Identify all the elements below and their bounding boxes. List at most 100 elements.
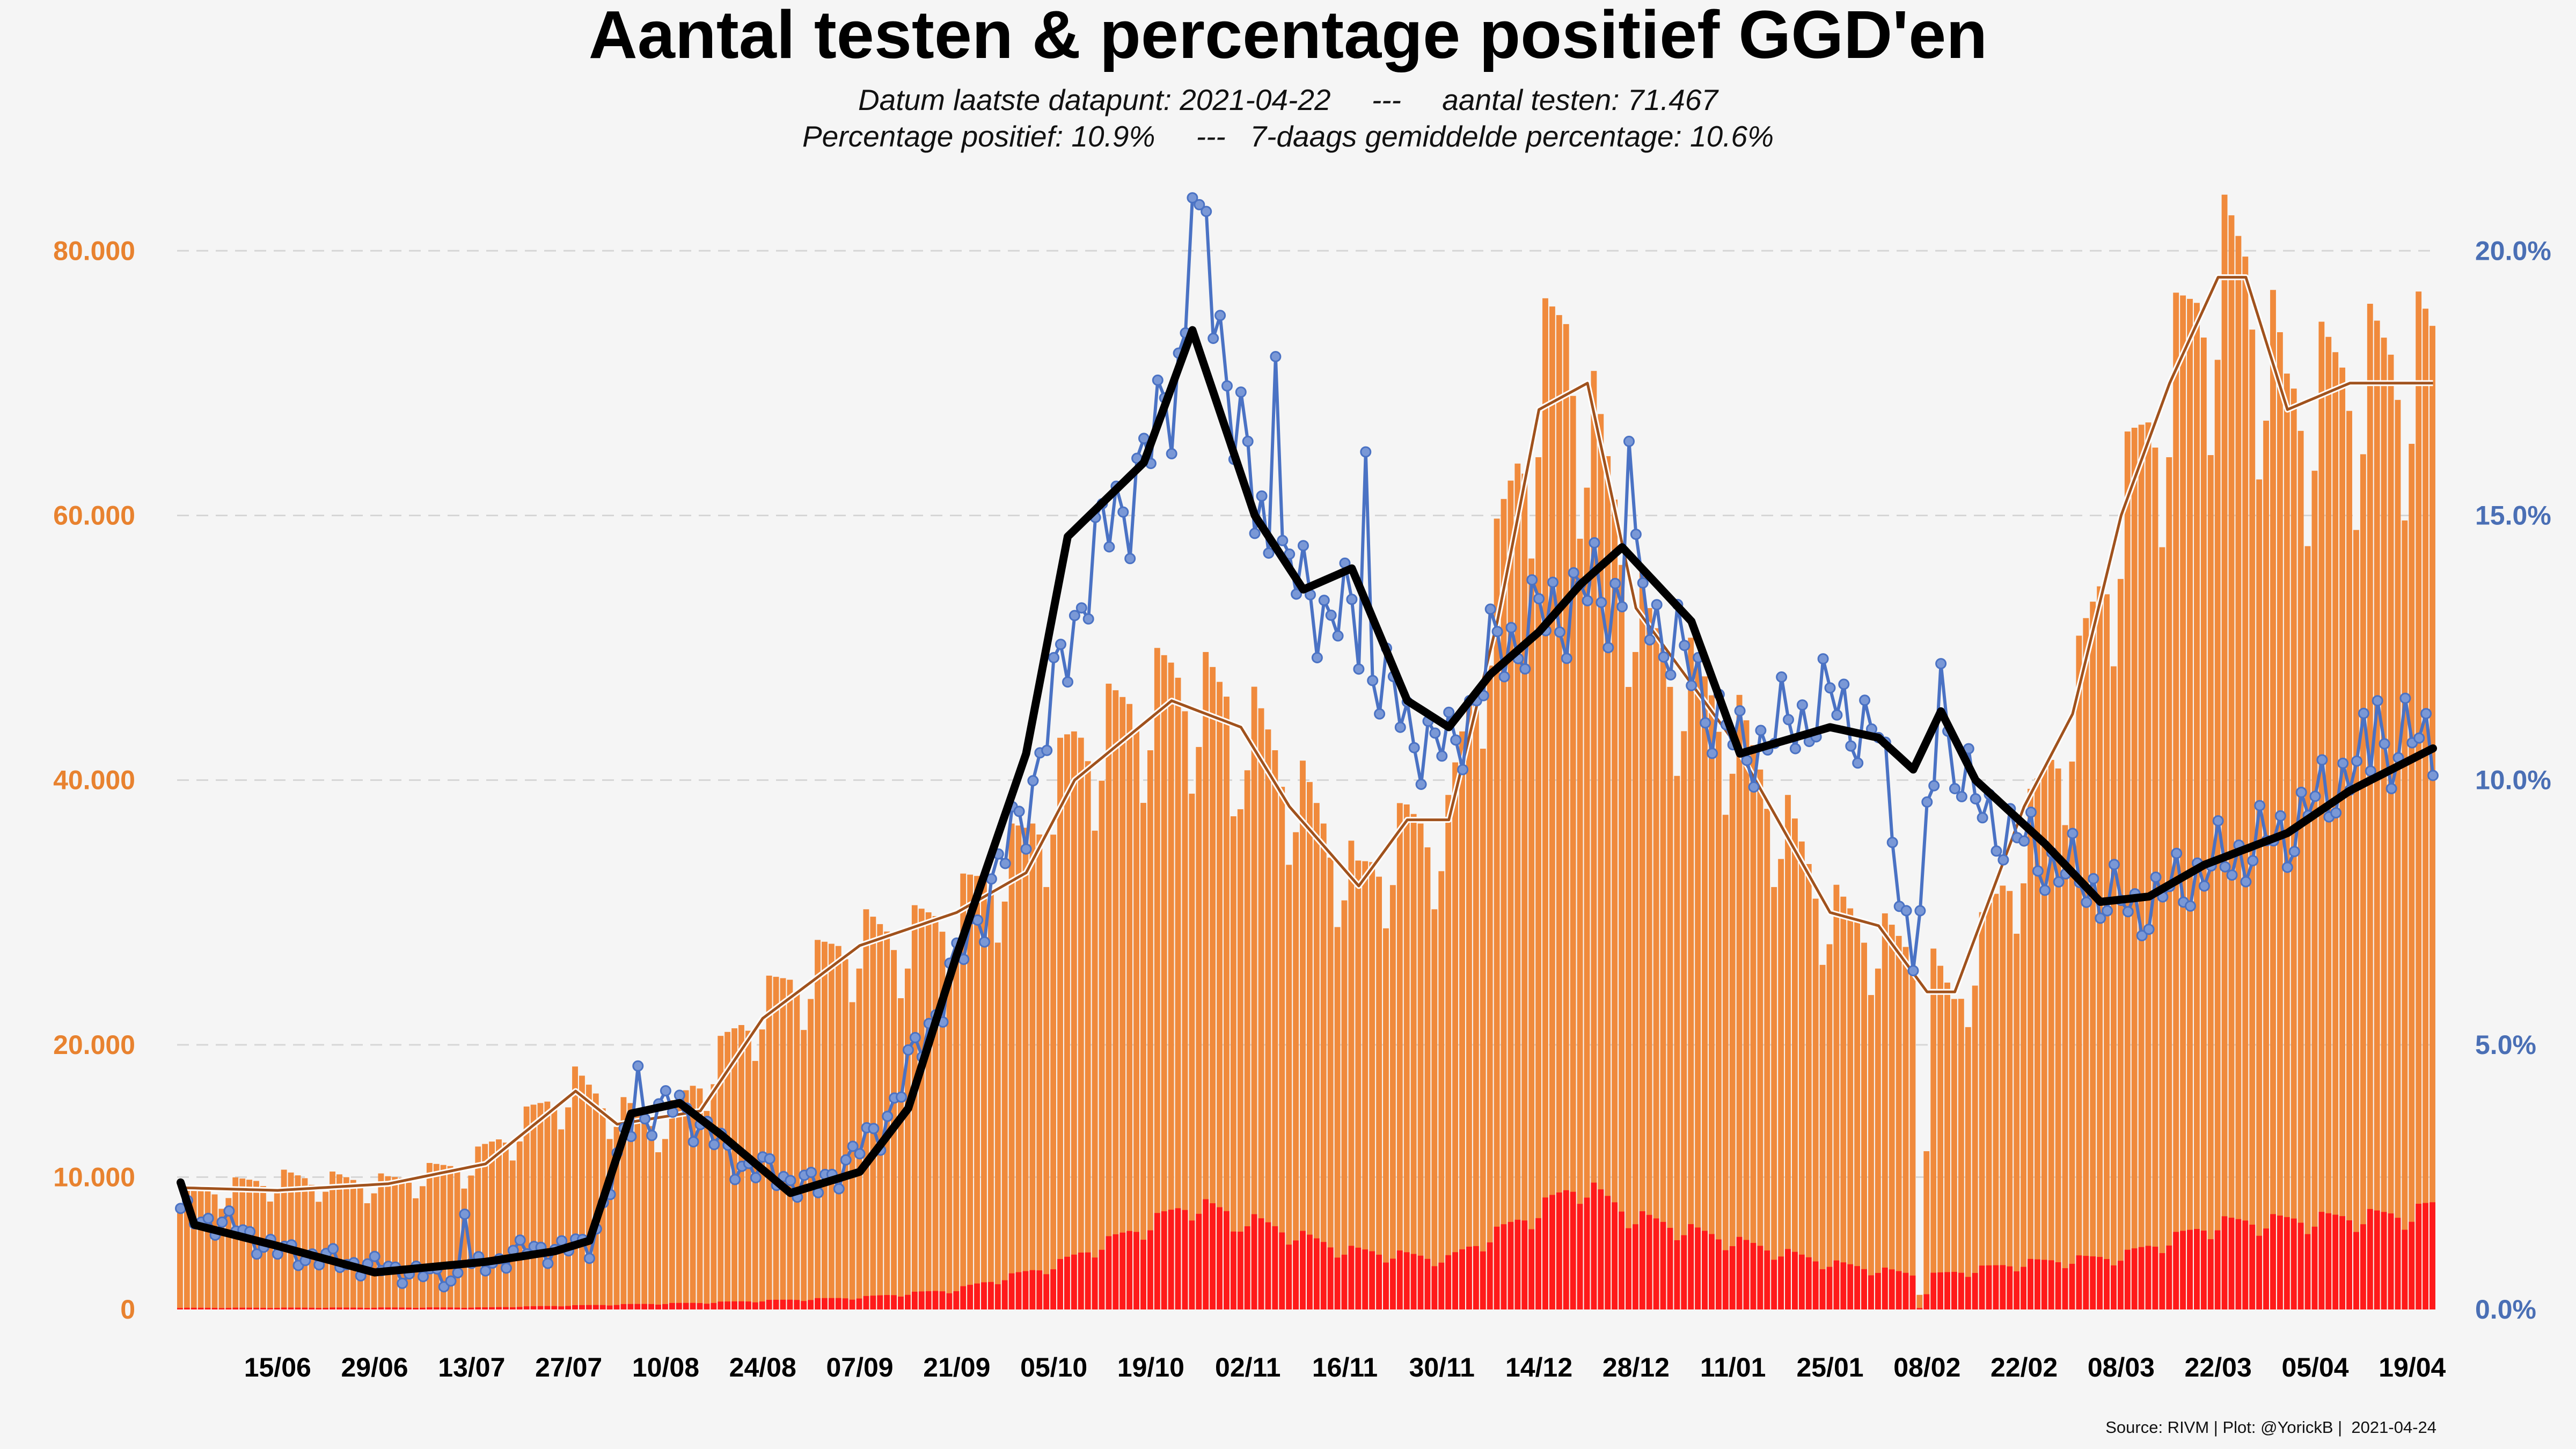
positive-bar: [496, 1307, 502, 1309]
tests-bar: [2339, 367, 2346, 1310]
percentage-point: [2413, 732, 2425, 744]
percentage-point: [1707, 748, 1718, 759]
right-tick-label: 5.0%: [2475, 1030, 2536, 1060]
positive-bar: [752, 1302, 758, 1309]
percentage-point: [764, 1153, 775, 1165]
positive-bar: [2090, 1256, 2096, 1309]
positive-bar: [1182, 1210, 1188, 1309]
percentage-point: [2316, 754, 2328, 766]
tests-bar: [2221, 194, 2228, 1310]
percentage-point: [1789, 743, 1801, 755]
tests-bar: [1965, 1027, 1971, 1309]
percentage-point: [1270, 351, 1282, 362]
tests-bar: [426, 1163, 433, 1309]
percentage-point: [632, 1060, 644, 1072]
tests-bar: [994, 942, 1001, 1309]
percentage-point: [1325, 609, 1337, 621]
positive-bar: [1646, 1214, 1652, 1309]
positive-bar: [1986, 1265, 1992, 1309]
tests-bar: [1064, 734, 1070, 1309]
positive-bar: [1591, 1182, 1597, 1309]
positive-bar: [2200, 1231, 2207, 1309]
percentage-point: [1859, 694, 1871, 706]
positive-bar: [662, 1304, 668, 1309]
positive-bar: [634, 1304, 641, 1309]
tests-bar: [1438, 871, 1445, 1309]
positive-bar: [530, 1306, 537, 1309]
positive-bar: [2395, 1218, 2401, 1309]
tests-bar: [177, 1206, 183, 1309]
chart-subtitle-line-1: Datum laatste datapunt: 2021-04-22 --- a…: [858, 83, 1719, 116]
tests-bar: [1078, 737, 1084, 1309]
positive-bar: [849, 1299, 855, 1309]
positive-bar: [2263, 1228, 2269, 1309]
percentage-point: [1852, 757, 1864, 769]
tests-bar: [2124, 431, 2131, 1309]
tests-bar: [1944, 982, 1950, 1309]
percentage-point: [1755, 724, 1767, 736]
tests-bar: [1736, 694, 1743, 1309]
positive-bar: [1424, 1258, 1431, 1309]
positive-bar: [1702, 1231, 1708, 1309]
percentage-point: [445, 1275, 457, 1287]
tests-bar: [697, 1088, 703, 1309]
tests-bar: [2395, 400, 2401, 1310]
tests-bar: [482, 1144, 488, 1309]
source-note: Source: RIVM | Plot: @YorickB | 2021-04-…: [2105, 1418, 2436, 1437]
tests-bar: [1389, 885, 1396, 1309]
tests-bar: [953, 944, 960, 1309]
percentage-point: [1686, 679, 1697, 691]
x-tick-label: 19/04: [2379, 1352, 2446, 1382]
positive-bar: [1688, 1224, 1694, 1309]
right-tick-label: 20.0%: [2475, 236, 2551, 266]
tests-bar: [1798, 841, 1805, 1309]
positive-bar: [946, 1293, 953, 1309]
percentage-point: [1547, 576, 1558, 588]
tests-bar: [246, 1180, 252, 1309]
percentage-point: [251, 1248, 262, 1260]
tests-bar: [1612, 499, 1618, 1309]
positive-bar: [1092, 1257, 1098, 1309]
percentage-point: [2095, 912, 2106, 924]
positive-bar: [718, 1301, 724, 1309]
tests-bar: [1937, 965, 1944, 1309]
positive-bar: [842, 1298, 848, 1309]
positive-bar: [2131, 1248, 2138, 1309]
percentage-point: [708, 1139, 720, 1151]
positive-bar: [2041, 1260, 2047, 1309]
tests-bar: [2429, 326, 2435, 1310]
positive-bar: [1715, 1239, 1722, 1309]
positive-bar: [2249, 1224, 2256, 1309]
positive-bar: [939, 1291, 946, 1309]
tests-bar: [2416, 291, 2422, 1309]
positive-bar: [1598, 1189, 1604, 1309]
positive-bar: [2284, 1217, 2290, 1309]
positive-bar: [1085, 1252, 1091, 1309]
percentage-point: [1048, 652, 1060, 663]
positive-bar: [392, 1307, 398, 1309]
positive-bar: [2207, 1239, 2214, 1309]
positive-bar: [953, 1291, 960, 1309]
positive-bar: [509, 1307, 516, 1309]
positive-bar: [773, 1299, 779, 1309]
chart-title: Aantal testen & percentage positief GGD'…: [589, 0, 1988, 72]
tests-bar: [1272, 750, 1278, 1309]
positive-bar: [1480, 1251, 1486, 1309]
tests-bar: [2249, 330, 2256, 1310]
positive-bar: [1431, 1266, 1438, 1309]
x-tick-label: 19/10: [1117, 1352, 1184, 1382]
tests-bar: [1334, 927, 1341, 1309]
tests-bar: [1743, 720, 1750, 1309]
positive-bar: [1826, 1267, 1833, 1309]
tests-bar: [676, 1095, 682, 1309]
positive-bar: [323, 1307, 329, 1309]
tests-bar: [239, 1178, 246, 1309]
tests-bar: [856, 968, 862, 1309]
tests-bar: [1598, 414, 1604, 1309]
positive-bar: [911, 1291, 918, 1309]
positive-bar: [1168, 1210, 1174, 1309]
tests-bar: [690, 1086, 696, 1309]
positive-bar: [1626, 1228, 1631, 1309]
positive-bar: [2159, 1253, 2165, 1309]
tests-bar: [2111, 666, 2117, 1309]
